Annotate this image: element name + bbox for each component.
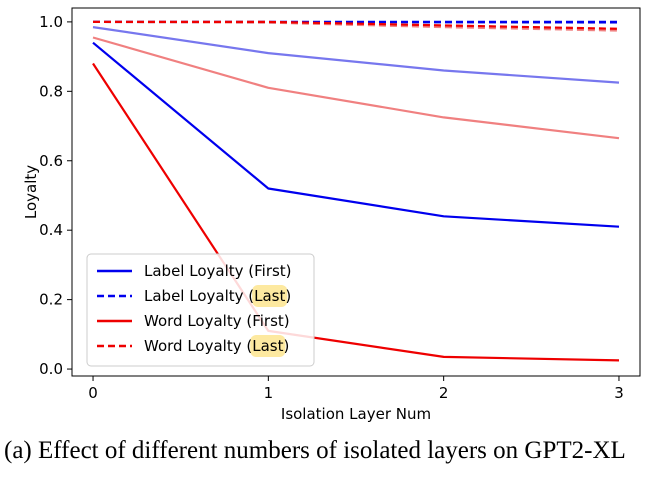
y-tick-label: 0.4: [39, 221, 63, 239]
y-axis-label: Loyalty: [22, 165, 40, 219]
x-tick-label: 3: [614, 384, 624, 402]
series-layer: [92, 20, 620, 362]
legend-highlight: [250, 335, 286, 357]
legend-label: Word Loyalty (Last): [144, 337, 289, 355]
legend-label: Label Loyalty (First): [144, 262, 292, 280]
y-tick-label: 0.6: [39, 152, 63, 170]
series-line-5: [92, 26, 620, 84]
figure-caption: (a) Effect of different numbers of isola…: [4, 437, 626, 464]
series-line-3: [92, 62, 620, 362]
legend: Label Loyalty (First) Label Loyalty (Last…: [86, 253, 315, 367]
x-tick-label: 2: [439, 384, 449, 402]
legend-label: Label Loyalty (Last): [144, 287, 291, 305]
axes-frame: [71, 7, 641, 377]
series-line-1: [92, 41, 620, 228]
legend-highlight: [252, 285, 288, 307]
y-tick-label: 0.8: [39, 82, 63, 100]
loyalty-line-chart: 0.0 0.2 0.4 0.6 0.8 1.0 0 1 2 3 Isolation Layer N…: [22, 7, 641, 423]
x-tick-label: 1: [264, 384, 274, 402]
x-axis-label: Isolation Layer Num: [281, 405, 431, 423]
y-tick-label: 0.0: [39, 360, 63, 378]
axes: 0.0 0.2 0.4 0.6 0.8 1.0 0 1 2 3: [39, 7, 641, 402]
legend-label: Word Loyalty (First): [144, 312, 290, 330]
series-line-7: [92, 36, 620, 140]
y-tick-label: 1.0: [39, 13, 63, 31]
x-tick-label: 0: [88, 384, 98, 402]
y-tick-label: 0.2: [39, 291, 63, 309]
